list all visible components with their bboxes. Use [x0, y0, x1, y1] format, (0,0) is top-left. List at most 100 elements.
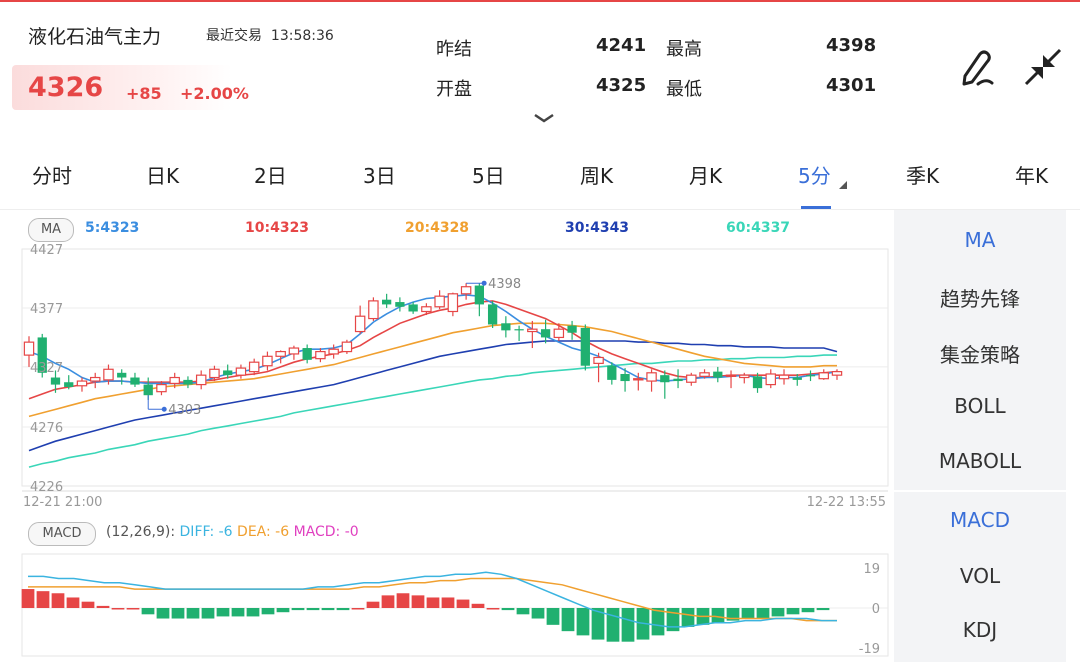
- indicator-fund-strategy[interactable]: 集金策略: [940, 343, 1020, 367]
- recent-trade-text: 最近交易: [206, 28, 262, 44]
- candle-body-up: [553, 328, 565, 339]
- macd-bar: [291, 608, 305, 611]
- ma20-line: [28, 322, 837, 418]
- macd-bar: [261, 608, 275, 615]
- macd-bar: [51, 593, 65, 608]
- contract-name: 液化石油气主力: [28, 26, 162, 48]
- candle-body-up: [76, 380, 88, 387]
- macd-bar: [276, 608, 290, 613]
- macd-bar: [591, 608, 605, 640]
- tab-yearly-k[interactable]: 年K: [1015, 164, 1049, 188]
- indicator-vol[interactable]: VOL: [959, 564, 1001, 588]
- candle-body-down: [567, 325, 577, 333]
- price-highlight: [12, 65, 232, 110]
- candle-body-up: [89, 376, 101, 382]
- candle-body-up: [460, 286, 472, 295]
- candle-body-up: [593, 356, 604, 364]
- macd-bar: [456, 599, 470, 608]
- indicator-maboll[interactable]: MABOLL: [938, 449, 1022, 473]
- kline-y-tick: 4327: [30, 361, 63, 376]
- macd-frame: [21, 553, 889, 657]
- candle-body-down: [117, 372, 127, 378]
- dropdown-corner-icon: [839, 181, 847, 189]
- macd-bar: [96, 605, 110, 608]
- stat-value-high: 4398: [826, 35, 877, 56]
- expand-chevron-icon[interactable]: [533, 112, 555, 124]
- kline-y-tick: 4377: [30, 302, 63, 317]
- indicator-trend-pioneer[interactable]: 趋势先锋: [940, 287, 1020, 311]
- candle-body-up: [235, 367, 247, 376]
- tab-3day[interactable]: 3日: [363, 164, 396, 188]
- tab-weekly-k[interactable]: 周K: [580, 164, 614, 188]
- macd-bar: [36, 591, 50, 608]
- macd-bar: [111, 608, 125, 610]
- macd-bar: [516, 608, 530, 615]
- ma-badge[interactable]: MA: [28, 218, 74, 242]
- macd-y-tick: 0: [872, 602, 880, 617]
- indicator-boll[interactable]: BOLL: [954, 394, 1006, 418]
- macd-bar: [126, 608, 140, 610]
- kline-y-tick: 4226: [30, 480, 63, 495]
- macd-bar: [441, 597, 455, 608]
- tab-quarterly-k[interactable]: 季K: [906, 164, 940, 188]
- candle-body-down: [792, 377, 802, 380]
- indicator-macd[interactable]: MACD: [950, 508, 1010, 532]
- ma5-line: [28, 294, 838, 385]
- macd-grid: [21, 553, 889, 657]
- macd-bar: [201, 608, 215, 619]
- indicator-kdj[interactable]: KDJ: [962, 618, 998, 642]
- candle-body-up: [209, 368, 220, 379]
- stat-value-low: 4301: [826, 75, 877, 96]
- indicator-ma[interactable]: MA: [964, 228, 996, 252]
- macd-y-tick: -19: [859, 642, 880, 657]
- tab-intraday[interactable]: 分时: [32, 164, 72, 188]
- candle-body-up: [686, 374, 697, 383]
- high-marker-label: 4398: [488, 277, 521, 292]
- candle-body-down: [713, 371, 723, 378]
- price-change: +85: [126, 84, 162, 103]
- macd-bar: [771, 608, 785, 617]
- macd-bar: [81, 601, 95, 608]
- candle-body-down: [37, 337, 47, 373]
- candle-body-down: [673, 378, 683, 382]
- kline-frame: [21, 248, 889, 487]
- macd-chart[interactable]: 19 0 -19: [0, 548, 892, 662]
- candle-body-down: [130, 377, 140, 385]
- last-price: 4326: [28, 72, 104, 103]
- macd-histogram: [21, 589, 830, 642]
- tab-5min[interactable]: 5分: [798, 164, 831, 188]
- collapse-icon[interactable]: [1022, 46, 1064, 88]
- candle-body-down: [474, 285, 484, 305]
- sub-indicator-panel: [894, 492, 1066, 662]
- macd-bar: [726, 608, 740, 621]
- macd-bar: [411, 595, 425, 608]
- candle-body-up: [633, 378, 644, 381]
- candle-body-up: [156, 383, 167, 393]
- tab-2day[interactable]: 2日: [254, 164, 287, 188]
- candle-body-up: [354, 315, 366, 333]
- candle-body-up: [248, 361, 260, 373]
- macd-bar: [366, 601, 380, 608]
- macd-bar: [231, 608, 245, 617]
- low-marker-dot: [161, 406, 167, 412]
- candle-body-up: [725, 374, 737, 377]
- macd-bar: [801, 608, 815, 613]
- macd-bar: [741, 608, 755, 619]
- candle-body-up: [447, 293, 459, 313]
- tab-daily-k[interactable]: 日K: [146, 164, 180, 188]
- macd-bar: [141, 608, 155, 615]
- kline-x-start: 12-21 21:00: [23, 495, 102, 510]
- pen-icon[interactable]: [958, 46, 1000, 88]
- ma60-value: 60:4337: [726, 220, 791, 236]
- candle-body-down: [50, 377, 61, 385]
- tab-monthly-k[interactable]: 月K: [689, 164, 723, 188]
- candle-body-down: [382, 299, 392, 305]
- macd-bar: [651, 608, 665, 636]
- candle-body-down: [223, 370, 233, 376]
- macd-diff-value: DIFF: -6: [179, 524, 233, 540]
- tab-5day[interactable]: 5日: [472, 164, 505, 188]
- macd-badge[interactable]: MACD: [28, 522, 96, 546]
- candle-body-down: [805, 375, 816, 377]
- kline-candles: [23, 283, 843, 400]
